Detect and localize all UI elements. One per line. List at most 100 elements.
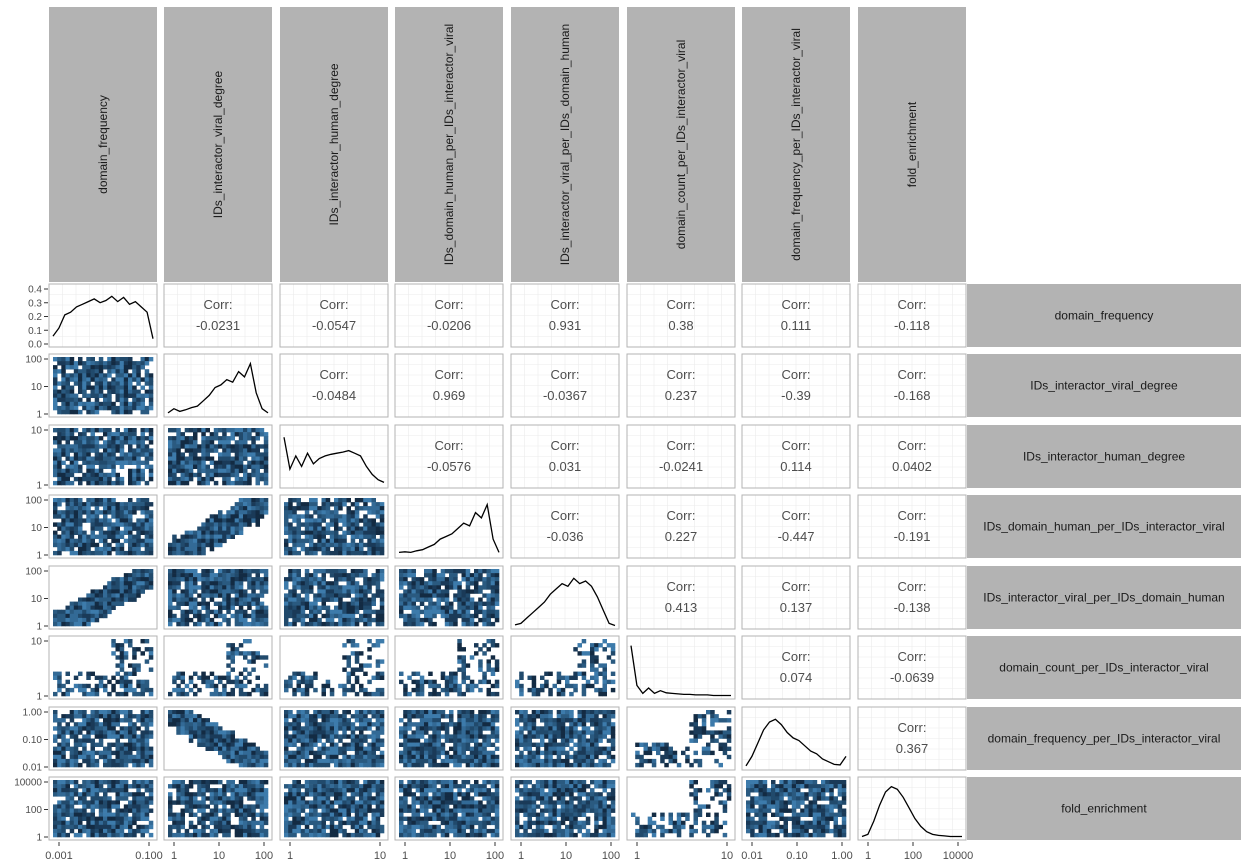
correlation-panel: Corr: -0.0484 bbox=[279, 353, 389, 418]
corr-label: Corr: bbox=[320, 367, 349, 382]
corr-value: -0.0231 bbox=[196, 318, 240, 333]
corr-label: Corr: bbox=[898, 367, 927, 382]
row-strip-label: IDs_interactor_human_degree bbox=[1023, 450, 1185, 464]
heatmap-panel bbox=[48, 776, 158, 841]
heatmap-panel bbox=[279, 706, 389, 771]
y-tick-label: 1.00 bbox=[23, 708, 43, 719]
correlation-panel: Corr: 0.969 bbox=[394, 353, 504, 418]
corr-label: Corr: bbox=[551, 438, 580, 453]
correlation-panel: Corr: -0.191 bbox=[857, 494, 967, 559]
corr-label: Corr: bbox=[898, 297, 927, 312]
corr-value: 0.969 bbox=[433, 388, 466, 403]
corr-value: -0.0576 bbox=[427, 459, 471, 474]
corr-value: -0.138 bbox=[894, 600, 931, 615]
density-panel bbox=[857, 776, 967, 841]
corr-label: Corr: bbox=[667, 508, 696, 523]
row-strip-label: domain_count_per_IDs_interactor_viral bbox=[999, 661, 1208, 675]
y-tick-label: 100 bbox=[25, 496, 42, 507]
y-tick-label: 0.3 bbox=[28, 298, 42, 309]
x-tick-label: 100 bbox=[904, 850, 922, 862]
column-strip-label: domain_frequency_per_IDs_interactor_vira… bbox=[789, 28, 803, 261]
corr-label: Corr: bbox=[667, 579, 696, 594]
corr-value: -0.0367 bbox=[543, 388, 587, 403]
corr-value: -0.0206 bbox=[427, 318, 471, 333]
heatmap-panel bbox=[510, 706, 620, 771]
column-strip bbox=[511, 7, 619, 282]
corr-value: 0.237 bbox=[665, 388, 698, 403]
row-strip-label: fold_enrichment bbox=[1061, 802, 1147, 816]
density-panel bbox=[163, 353, 273, 418]
x-tick-label: 0.01 bbox=[741, 850, 762, 862]
density-panel bbox=[510, 565, 620, 630]
density-panel bbox=[741, 706, 851, 771]
correlation-panel: Corr: 0.031 bbox=[510, 424, 620, 489]
corr-value: -0.191 bbox=[894, 529, 931, 544]
x-tick-label: 10 bbox=[213, 850, 225, 862]
correlation-panel: Corr: -0.0241 bbox=[626, 424, 736, 489]
heatmap-panel bbox=[279, 494, 389, 559]
column-strip bbox=[742, 7, 850, 282]
corr-label: Corr: bbox=[782, 649, 811, 664]
heatmap-panel bbox=[48, 494, 158, 559]
row-strip bbox=[967, 354, 1241, 417]
correlation-panel: Corr: -0.0576 bbox=[394, 424, 504, 489]
y-tick-label: 0.10 bbox=[23, 735, 43, 746]
y-tick-label: 100 bbox=[25, 805, 42, 816]
row-strip bbox=[967, 636, 1241, 699]
density-panel bbox=[279, 424, 389, 489]
row-strip-label: IDs_domain_human_per_IDs_interactor_vira… bbox=[983, 520, 1224, 534]
correlation-panel: Corr: 0.114 bbox=[741, 424, 851, 489]
corr-value: 0.031 bbox=[549, 459, 582, 474]
column-strip bbox=[49, 7, 157, 282]
corr-label: Corr: bbox=[782, 297, 811, 312]
corr-value: 0.413 bbox=[665, 600, 698, 615]
correlation-panel: Corr: 0.137 bbox=[741, 565, 851, 630]
x-tick-label: 10 bbox=[721, 850, 733, 862]
axis-ticks: 0.4 0.3 0.2 0.1 0.0 100 10 1 10 1 100 10 1 100 10 1 10 1 1… bbox=[14, 285, 973, 863]
column-strip-label: IDs_domain_human_per_IDs_interactor_vira… bbox=[442, 24, 456, 265]
correlation-panel: Corr: -0.39 bbox=[741, 353, 851, 418]
corr-value: -0.036 bbox=[547, 529, 584, 544]
correlation-panel: Corr: 0.237 bbox=[626, 353, 736, 418]
heatmap-panel bbox=[279, 565, 389, 630]
heatmap-panel bbox=[626, 776, 736, 841]
heatmap-panel bbox=[48, 635, 158, 700]
corr-value: 0.367 bbox=[896, 741, 929, 756]
heatmap-panel bbox=[163, 706, 273, 771]
row-strip-label: IDs_interactor_viral_per_IDs_domain_huma… bbox=[983, 591, 1224, 605]
y-tick-label: 1 bbox=[36, 551, 42, 562]
correlation-panel: Corr: -0.0231 bbox=[163, 283, 273, 348]
correlation-panel: Corr: 0.111 bbox=[741, 283, 851, 348]
corr-value: -0.39 bbox=[781, 388, 811, 403]
row-strip bbox=[967, 495, 1241, 558]
density-curve bbox=[630, 645, 731, 697]
y-tick-label: 0.4 bbox=[28, 285, 42, 296]
y-tick-label: 10000 bbox=[14, 778, 42, 789]
x-tick-label: 1 bbox=[171, 850, 177, 862]
corr-value: 0.227 bbox=[665, 529, 698, 544]
corr-label: Corr: bbox=[204, 297, 233, 312]
row-strip bbox=[967, 707, 1241, 770]
column-strip-label: IDs_interactor_viral_per_IDs_domain_huma… bbox=[558, 24, 572, 265]
heatmap-panel bbox=[163, 635, 273, 700]
x-tick-label: 1.00 bbox=[831, 850, 852, 862]
column-strip-label: domain_frequency bbox=[96, 95, 110, 194]
corr-value: 0.137 bbox=[780, 600, 813, 615]
correlation-panel: Corr: -0.0639 bbox=[857, 635, 967, 700]
y-tick-label: 10 bbox=[31, 426, 43, 437]
row-strip bbox=[967, 284, 1241, 347]
row-strip bbox=[967, 566, 1241, 629]
y-tick-label: 0.2 bbox=[28, 312, 42, 323]
correlation-panel: Corr: 0.931 bbox=[510, 283, 620, 348]
y-tick-label: 1 bbox=[36, 833, 42, 844]
corr-label: Corr: bbox=[667, 367, 696, 382]
heatmap-panel bbox=[394, 635, 504, 700]
corr-label: Corr: bbox=[320, 297, 349, 312]
heatmap-panel bbox=[510, 776, 620, 841]
y-tick-label: 10 bbox=[31, 637, 43, 648]
correlation-panel: Corr: -0.118 bbox=[857, 283, 967, 348]
column-strip-label: fold_enrichment bbox=[905, 101, 919, 187]
corr-label: Corr: bbox=[782, 438, 811, 453]
column-strip-label: IDs_interactor_viral_degree bbox=[211, 70, 225, 218]
correlation-panel: Corr: 0.38 bbox=[626, 283, 736, 348]
